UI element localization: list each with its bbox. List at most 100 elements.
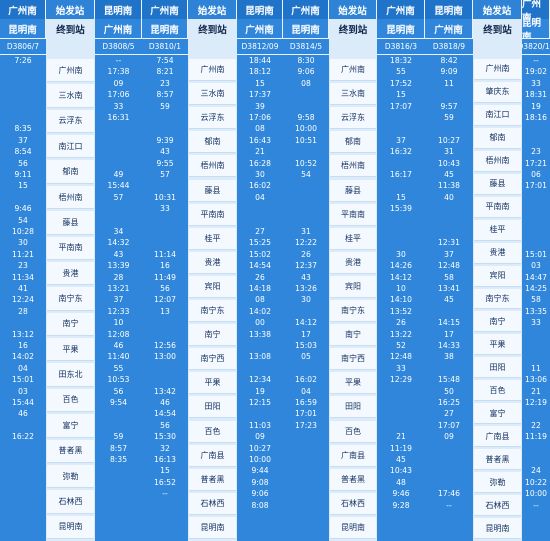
time-cell: 13:08 (249, 352, 271, 362)
time-cell: 15:48 (438, 375, 460, 385)
train-terminus-label: 昆明南 (522, 18, 550, 43)
time-cell: 12:48 (438, 261, 460, 271)
station-name: 普者黑 (47, 439, 94, 463)
train-column: 广州南 昆明南 D3810/1 7:54 8:21 23 8:57 59 9:39 43 9:55 5… (142, 0, 188, 541)
time-cell: 16:22 (12, 432, 34, 442)
time-cell (425, 454, 473, 465)
train-code: D3808/5 (95, 38, 142, 55)
train-terminus-label: 广州南 (95, 19, 142, 38)
station-name: 郁南 (189, 131, 236, 154)
time-cell (522, 454, 550, 465)
time-cell: 17:38 (107, 67, 130, 77)
time-cell: -- (446, 500, 452, 510)
time-list: 8:42 9:09 11 9:57 59 10:27 31 10:43 45 11:38 40 12:… (425, 55, 473, 541)
time-cell: 15:02 (249, 249, 271, 259)
time-cell: 9:11 (14, 170, 32, 179)
time-cell: 41 (18, 284, 28, 293)
time-cell (283, 203, 329, 214)
station-header-label: 始发站 (46, 0, 95, 19)
time-cell (425, 215, 473, 226)
time-cell (377, 180, 425, 191)
station-name: 宾阳 (330, 275, 376, 298)
time-cell: 7:26 (14, 56, 32, 65)
time-cell: 9:06 (251, 489, 269, 499)
station-name: 郁南 (330, 131, 376, 154)
time-cell (237, 363, 283, 374)
time-cell: 12:31 (438, 238, 460, 248)
time-cell (522, 135, 550, 146)
station-name: 平果 (330, 372, 376, 395)
time-cell: 12:56 (154, 341, 176, 350)
time-cell: 09 (113, 78, 124, 88)
time-cell: 19 (255, 386, 265, 396)
station-name: 南宁 (189, 324, 236, 347)
time-cell: 45 (444, 295, 454, 305)
time-cell: 8:42 (440, 56, 458, 65)
time-cell: 23 (531, 147, 541, 157)
time-cell: 17:23 (295, 420, 317, 430)
time-cell: 18:31 (525, 90, 547, 100)
time-cell (95, 158, 142, 169)
station-name: 南江口 (47, 135, 94, 159)
time-cell: -- (115, 56, 122, 65)
time-cell: 13:26 (295, 284, 317, 293)
time-cell: 11:38 (438, 181, 460, 191)
time-cell: 08 (255, 295, 265, 305)
time-cell: 13:42 (154, 386, 176, 396)
time-cell: 16 (160, 261, 170, 271)
station-name: 平南南 (189, 203, 236, 226)
time-cell (522, 192, 550, 203)
train-code: D3812/09 (237, 38, 283, 55)
station-name: 普者黑 (474, 449, 521, 471)
time-cell: 57 (113, 192, 124, 202)
time-cell: 13:12 (12, 329, 34, 339)
time-cell: 11:19 (525, 432, 547, 442)
time-cell: -- (533, 56, 539, 65)
train-column: 广州南 昆明南 D3806/7 7:26 8:35 37 8:54 56 9:11 15 9:46 5… (0, 0, 46, 541)
station-name: 贵港 (330, 251, 376, 274)
time-cell: 14:12 (295, 318, 317, 328)
time-cell: 11:40 (107, 352, 130, 362)
time-cell: 17 (444, 329, 454, 339)
time-cell: 54 (301, 170, 311, 179)
time-cell (425, 306, 473, 317)
time-cell: 09 (255, 432, 265, 442)
time-cell (142, 215, 188, 226)
time-cell: 23 (18, 261, 28, 271)
station-header-label: 始发站 (188, 0, 237, 19)
time-cell: 14:54 (154, 409, 176, 419)
train-column: 昆明南 广州南 D3812/09 18:44 18:12 15 17:37 39 17:06 08… (237, 0, 283, 541)
time-cell: 33 (113, 101, 124, 111)
time-cell: 15 (396, 90, 406, 100)
station-name: 南宁 (47, 312, 94, 337)
station-name: 广州南 (330, 59, 376, 82)
time-cell: 11:49 (154, 272, 176, 282)
time-cell: 16:43 (249, 135, 271, 145)
time-cell: 23 (160, 78, 170, 88)
station-name: 石林西 (330, 492, 376, 515)
station-column: 始发站 终到站 广州南 三水南 云浮东 郁南 梧州南 藤县 平南南 桂平 贵港 宾阳 南宁东 南宁 南宁西平… (329, 0, 377, 541)
time-cell (142, 329, 188, 340)
station-header-label: 始发站 (329, 0, 377, 19)
time-cell: 03 (531, 261, 541, 271)
station-name: 弥勒 (474, 472, 521, 494)
time-cell: 14:26 (390, 261, 412, 271)
time-cell: 15:44 (12, 398, 34, 407)
time-cell (425, 89, 473, 100)
time-cell (0, 78, 46, 89)
station-name: 百色 (189, 420, 236, 443)
time-cell: 17 (301, 329, 311, 339)
time-cell: 18:44 (249, 56, 271, 65)
time-cell: 8:57 (156, 90, 174, 100)
time-cell: 14:10 (390, 295, 412, 305)
time-cell: 04 (18, 363, 28, 373)
station-sub-label: 终到站 (188, 19, 237, 38)
time-cell: 31 (301, 227, 311, 236)
time-cell: 33 (396, 363, 406, 373)
time-cell (283, 89, 329, 100)
time-cell: 17:52 (390, 78, 412, 88)
time-cell: 45 (396, 455, 406, 464)
time-cell: 14:02 (12, 352, 34, 362)
train-column: 广州南 昆明南 D3816/3 18:32 55 17:52 15 17:07 37 16:32 1… (377, 0, 425, 541)
station-name: 石林西 (474, 495, 521, 517)
